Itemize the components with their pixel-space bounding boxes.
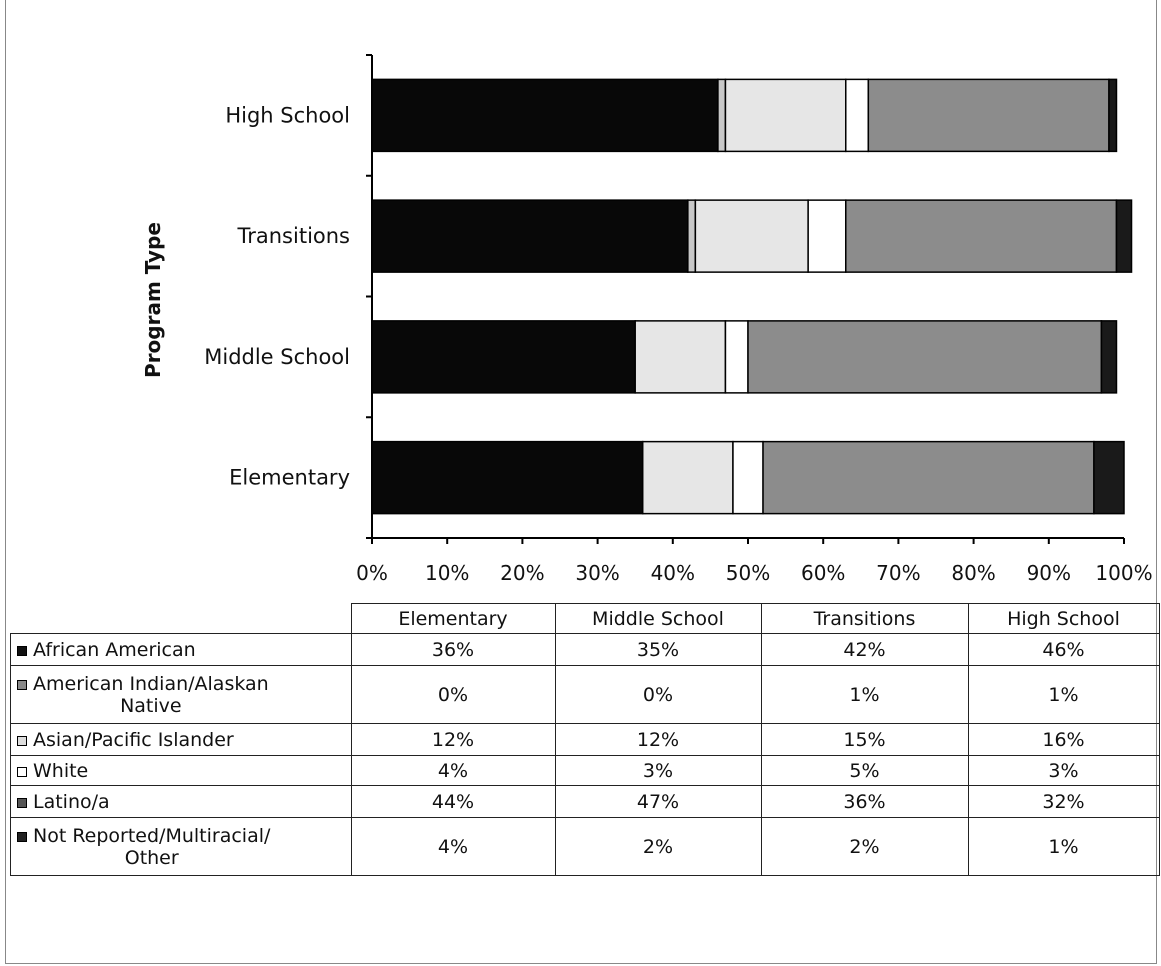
- table-cell: 12%: [554, 723, 762, 756]
- table-row: Not Reported/Multiracial/Other 4% 2% 2% 1%: [10, 817, 1160, 876]
- y-category-label: Transitions: [237, 224, 351, 248]
- table-body: African American 36% 35% 42% 46% American Ind…: [10, 633, 1160, 876]
- table-cell: 12%: [350, 723, 556, 756]
- column-header: Middle School: [554, 603, 762, 634]
- row-label: American Indian/Alaskan: [33, 672, 269, 695]
- legend-swatch: [17, 645, 27, 656]
- table-cell: 46%: [967, 633, 1160, 666]
- legend-swatch: [17, 679, 27, 690]
- table-row: American Indian/Alaskan Native 0% 0% 1% 1%: [10, 665, 1160, 724]
- row-label-cell: African American: [10, 633, 352, 666]
- table-cell: 4%: [350, 817, 556, 876]
- table-row: Asian/Pacific Islander 12% 12% 15% 16%: [10, 723, 1160, 756]
- bar-segment: [747, 320, 1103, 394]
- bar-segment: [371, 320, 636, 394]
- row-label: Not Reported/Multiracial/: [33, 824, 271, 847]
- bar-segment: [724, 78, 847, 153]
- table-cell: 4%: [350, 755, 556, 786]
- x-tick-label: 20%: [500, 561, 544, 585]
- bar-segment: [694, 199, 809, 273]
- y-category-label: High School: [225, 103, 350, 127]
- bar-segment: [867, 78, 1110, 153]
- table-cell: 2%: [554, 817, 762, 876]
- table-cell: 0%: [554, 665, 762, 724]
- column-header: Transitions: [760, 603, 969, 634]
- column-header: Elementary: [350, 603, 556, 634]
- row-label: White: [33, 759, 89, 782]
- row-label: Native: [120, 694, 182, 717]
- bar-segment: [762, 440, 1095, 515]
- bar-segment: [732, 440, 764, 515]
- table-row: Latino/a 44% 47% 36% 32%: [10, 785, 1160, 818]
- legend-swatch: [17, 766, 27, 777]
- legend-swatch: [17, 797, 27, 808]
- legend-swatch: [17, 735, 27, 746]
- bar-segment: [1108, 78, 1118, 153]
- table-cell: 0%: [350, 665, 556, 724]
- bar-segment: [634, 320, 727, 394]
- bar-segment: [807, 199, 847, 273]
- bar-segment: [1093, 440, 1125, 515]
- table-cell: 35%: [554, 633, 762, 666]
- table-row: African American 36% 35% 42% 46%: [10, 633, 1160, 666]
- row-label-cell: Not Reported/Multiracial/Other: [10, 817, 352, 876]
- bar-segment: [371, 440, 644, 515]
- y-axis-title: Program Type: [141, 222, 165, 378]
- row-label-cell: Latino/a: [10, 785, 352, 818]
- stacked-bar-chart: 0% 10% 20% 30% 40% 50% 60% 70% 80% 90% 100% Element…: [141, 54, 1153, 585]
- bar-segment: [1100, 320, 1118, 394]
- x-tick-label: 70%: [876, 561, 920, 585]
- bar-segment: [717, 78, 727, 153]
- table-corner: [10, 603, 352, 634]
- legend-swatch: [17, 831, 27, 842]
- table-cell: 2%: [760, 817, 969, 876]
- plot-area: 0% 10% 20% 30% 40% 50% 60% 70% 80% 90% 100% Element…: [204, 54, 1153, 585]
- table-cell: 3%: [967, 755, 1160, 786]
- table-header-row: Elementary Middle School Transitions High S…: [10, 603, 1160, 634]
- x-tick-label: 50%: [726, 561, 770, 585]
- bar-segment: [845, 199, 1118, 273]
- x-tick-label: 60%: [801, 561, 845, 585]
- x-tick-label: 100%: [1095, 561, 1152, 585]
- row-label-cell: Asian/Pacific Islander: [10, 723, 352, 756]
- table-cell: 32%: [967, 785, 1160, 818]
- row-label: Asian/Pacific Islander: [33, 728, 234, 751]
- x-tick-label: 0%: [356, 561, 388, 585]
- table-cell: 42%: [760, 633, 969, 666]
- figure-frame: [5, 0, 1157, 964]
- table-cell: 5%: [760, 755, 969, 786]
- bar-segment: [371, 78, 719, 153]
- table-cell: 47%: [554, 785, 762, 818]
- table-cell: 1%: [967, 817, 1160, 876]
- data-table: Elementary Middle School Transitions High S…: [10, 603, 1160, 876]
- y-category-label: Elementary: [229, 466, 350, 490]
- table-cell: 36%: [350, 633, 556, 666]
- bar-segment: [687, 199, 697, 273]
- column-header: High School: [967, 603, 1160, 634]
- x-tick-label: 90%: [1027, 561, 1071, 585]
- row-label: Latino/a: [33, 790, 110, 813]
- bar-segment: [641, 440, 734, 515]
- row-label-cell: White: [10, 755, 352, 786]
- row-label: African American: [33, 638, 196, 661]
- y-category-label: Middle School: [204, 345, 350, 369]
- table-cell: 36%: [760, 785, 969, 818]
- row-label-cell: American Indian/Alaskan Native: [10, 665, 352, 724]
- table-cell: 3%: [554, 755, 762, 786]
- table-row: White 4% 3% 5% 3%: [10, 755, 1160, 786]
- bar-segment: [371, 199, 689, 273]
- bar-segment: [724, 320, 749, 394]
- table-cell: 44%: [350, 785, 556, 818]
- x-tick-label: 40%: [651, 561, 695, 585]
- table-cell: 1%: [760, 665, 969, 724]
- table-cell: 1%: [967, 665, 1160, 724]
- x-tick-label: 80%: [951, 561, 995, 585]
- table-cell: 15%: [760, 723, 969, 756]
- bar-segment: [845, 78, 870, 153]
- table-cell: 16%: [967, 723, 1160, 756]
- x-tick-label: 10%: [425, 561, 469, 585]
- bar-segment: [1115, 199, 1133, 273]
- x-tick-label: 30%: [575, 561, 619, 585]
- row-label: Other: [124, 846, 179, 869]
